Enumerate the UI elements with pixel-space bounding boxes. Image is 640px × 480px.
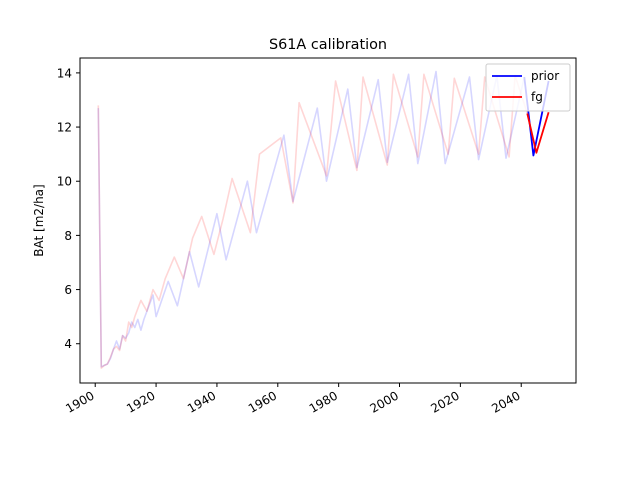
legend-label-prior: prior bbox=[531, 69, 559, 83]
legend: prior fg bbox=[485, 63, 571, 112]
series-line-fg-history bbox=[97, 73, 529, 369]
y-tick-label: 8 bbox=[64, 229, 72, 243]
y-tick-label: 14 bbox=[57, 66, 72, 80]
series-line-prior-history bbox=[97, 70, 526, 368]
chart-title: S61A calibration bbox=[269, 37, 387, 53]
y-axis: 4 6 8 10 12 14 bbox=[57, 66, 80, 351]
legend-label-fg: fg bbox=[531, 90, 543, 104]
y-tick-label: 4 bbox=[64, 337, 72, 351]
y-tick-label: 6 bbox=[64, 283, 72, 297]
series-line-fg bbox=[526, 111, 550, 154]
y-axis-title: BAt [m2/ha] bbox=[32, 184, 46, 256]
plot-frame bbox=[79, 57, 577, 384]
y-tick-label: 12 bbox=[57, 121, 72, 135]
y-tick-label: 10 bbox=[57, 175, 72, 189]
